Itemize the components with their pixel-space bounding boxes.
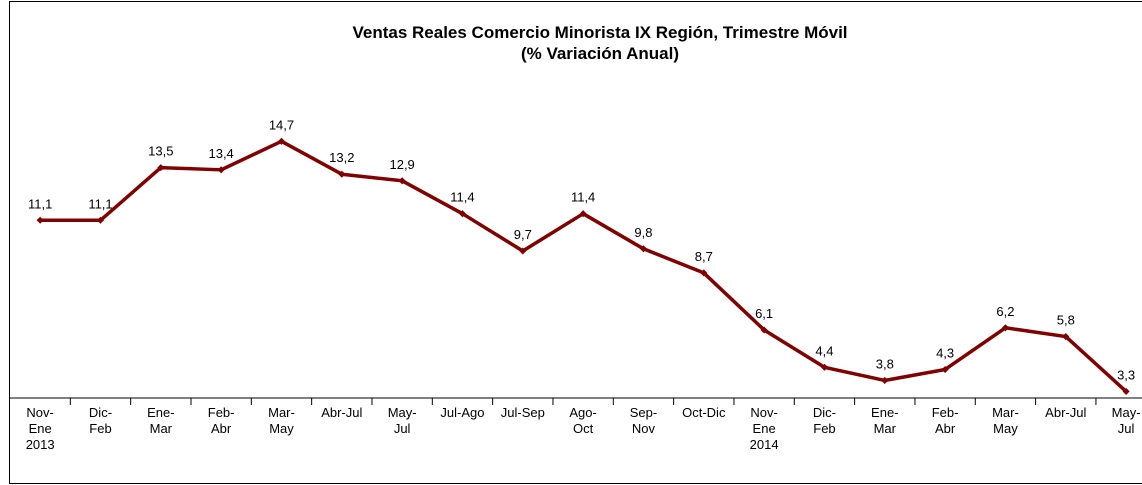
point: [881, 376, 889, 384]
value-label: 6,1: [755, 306, 773, 321]
value-label: 8,7: [695, 249, 713, 264]
value-label: 11,4: [571, 190, 595, 205]
point: [639, 245, 648, 253]
x-tick-label: Feb- Abr: [207, 405, 235, 436]
value-label: 5,8: [1057, 313, 1075, 328]
value-label: 6,2: [996, 304, 1014, 319]
point: [217, 166, 225, 174]
value-label: 11,4: [450, 190, 474, 205]
value-label: 14,7: [269, 117, 294, 132]
point: [519, 247, 527, 255]
point: [157, 164, 165, 172]
value-label: 13,4: [208, 146, 233, 161]
x-tick-label: Feb- Abr: [931, 405, 959, 436]
point: [36, 216, 44, 224]
value-label: 12,9: [389, 157, 414, 172]
x-tick-label: Ene- Mar: [147, 405, 175, 436]
value-label: 13,5: [148, 144, 173, 159]
x-tick-label: Ene- Mar: [871, 405, 899, 436]
point: [398, 177, 406, 185]
x-tick-label: Dic- Feb: [88, 405, 113, 436]
x-tick-label: Ago- Oct: [569, 405, 597, 436]
x-tick-label: Abr-Jul: [1045, 405, 1087, 420]
point: [820, 363, 828, 371]
value-label: 9,7: [514, 227, 532, 242]
point: [941, 365, 949, 374]
value-label: 3,3: [1117, 367, 1135, 382]
point: [338, 170, 346, 178]
chart-border: [9, 1, 1142, 484]
value-label: 3,8: [876, 356, 894, 371]
value-label: 11,1: [88, 196, 112, 211]
x-tick-label: Nov- Ene 2013: [25, 405, 55, 452]
x-tick-label: Oct-Dic: [682, 405, 726, 420]
x-tick-label: Mar- May: [992, 405, 1019, 436]
x-tick-label: Mar- May: [268, 405, 295, 436]
chart-subtitle: (% Variación Anual): [521, 44, 679, 63]
point: [277, 137, 286, 145]
x-tick-label: Jul-Ago: [440, 405, 485, 420]
value-label: 11,1: [28, 196, 52, 211]
x-tick-label: Nov- Ene 2014: [749, 405, 779, 452]
x-tick-label: Jul-Sep: [500, 405, 545, 420]
x-tick-label: Sep- Nov: [629, 405, 658, 436]
x-tick-label: Dic- Feb: [812, 405, 836, 436]
point: [1001, 324, 1009, 332]
line: [40, 139, 1128, 393]
point: [96, 216, 105, 224]
point: [579, 210, 587, 218]
point: [700, 269, 708, 277]
point: [458, 210, 467, 218]
chart-title: Ventas Reales Comercio Minorista IX Regi…: [352, 23, 847, 42]
x-tick-label: May- Jul: [387, 405, 417, 436]
point: [760, 326, 768, 334]
value-label: 4,4: [815, 343, 833, 358]
x-tick-label: Abr-Jul: [321, 405, 363, 420]
x-tick-label: May- Jul: [1111, 405, 1141, 436]
value-label: 4,3: [936, 345, 954, 360]
value-label: 13,2: [329, 150, 354, 165]
value-label: 9,8: [634, 225, 652, 240]
